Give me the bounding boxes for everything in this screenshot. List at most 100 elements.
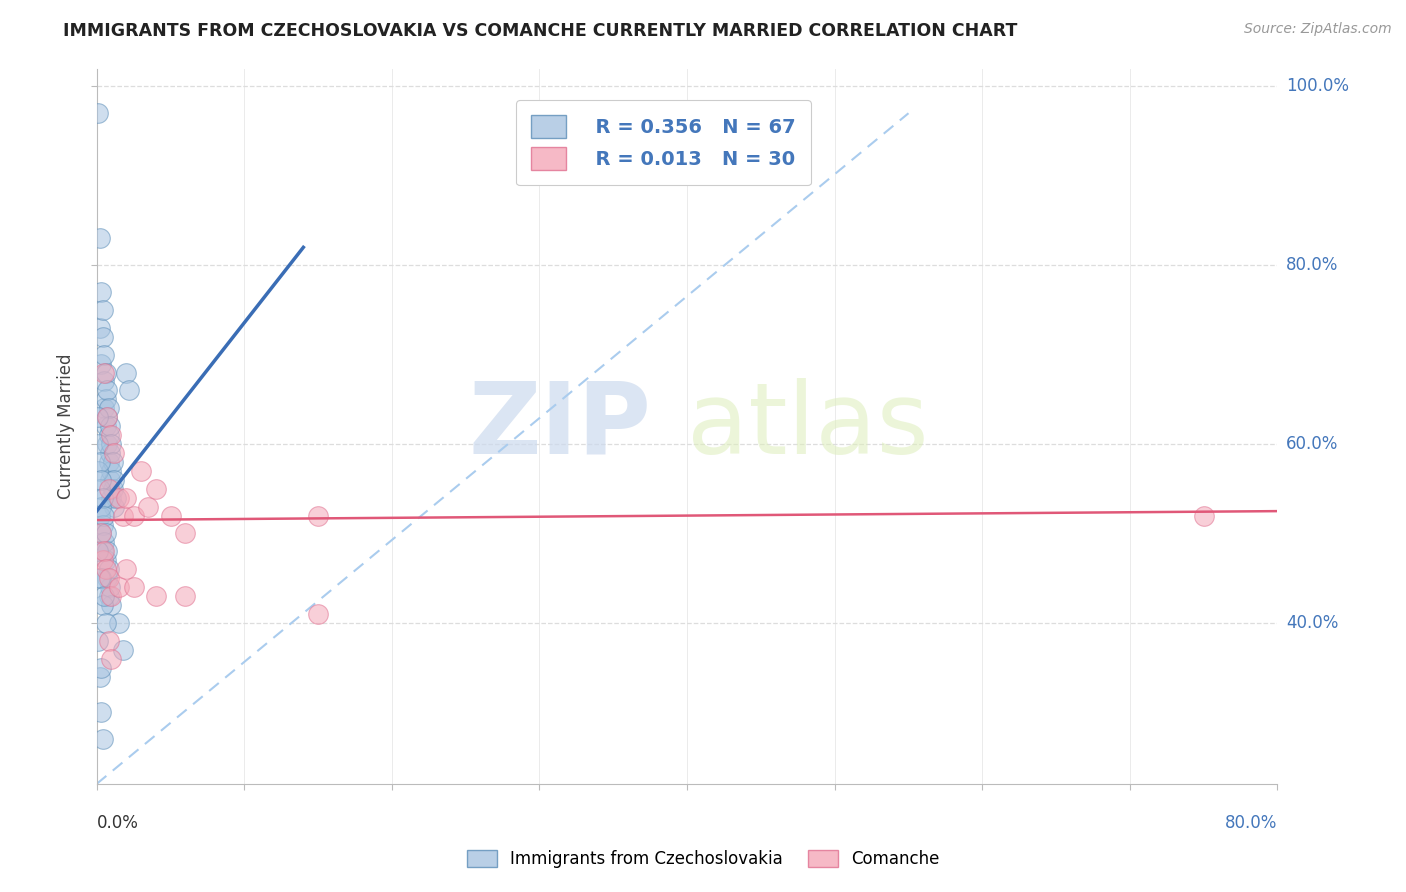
Immigrants from Czechoslovakia xyxy=(87,106,110,120)
Immigrants from Czechoslovakia xyxy=(90,526,112,541)
Immigrants from Czechoslovakia xyxy=(91,491,114,505)
Legend:   R = 0.356   N = 67,   R = 0.013   N = 30: R = 0.356 N = 67, R = 0.013 N = 30 xyxy=(516,100,811,186)
Immigrants from Czechoslovakia xyxy=(91,544,114,558)
Immigrants from Czechoslovakia xyxy=(98,473,121,487)
Comanche xyxy=(91,553,114,567)
Comanche xyxy=(307,508,329,523)
Comanche xyxy=(122,508,145,523)
Immigrants from Czechoslovakia xyxy=(94,526,117,541)
Comanche xyxy=(100,651,122,665)
Comanche xyxy=(97,482,120,496)
Comanche xyxy=(97,571,120,585)
Comanche xyxy=(100,428,122,442)
Immigrants from Czechoslovakia xyxy=(97,589,120,603)
Immigrants from Czechoslovakia xyxy=(93,535,115,549)
Comanche xyxy=(108,580,131,594)
Immigrants from Czechoslovakia xyxy=(94,366,117,380)
Comanche xyxy=(93,366,115,380)
Immigrants from Czechoslovakia xyxy=(89,231,111,245)
Comanche xyxy=(174,589,197,603)
Immigrants from Czechoslovakia xyxy=(100,491,122,505)
Immigrants from Czechoslovakia xyxy=(103,473,125,487)
Immigrants from Czechoslovakia xyxy=(89,482,111,496)
Immigrants from Czechoslovakia xyxy=(93,375,115,389)
Immigrants from Czechoslovakia xyxy=(97,428,120,442)
Immigrants from Czechoslovakia xyxy=(90,571,112,585)
Immigrants from Czechoslovakia xyxy=(91,330,114,344)
Text: 0.0%: 0.0% xyxy=(97,814,139,832)
Comanche xyxy=(112,508,135,523)
Immigrants from Czechoslovakia xyxy=(91,302,114,317)
Comanche xyxy=(122,580,145,594)
Immigrants from Czechoslovakia xyxy=(100,437,122,451)
Text: IMMIGRANTS FROM CZECHOSLOVAKIA VS COMANCHE CURRENTLY MARRIED CORRELATION CHART: IMMIGRANTS FROM CZECHOSLOVAKIA VS COMANC… xyxy=(63,22,1018,40)
Immigrants from Czechoslovakia xyxy=(96,571,118,585)
Immigrants from Czechoslovakia xyxy=(89,669,111,683)
Comanche xyxy=(108,491,131,505)
Comanche xyxy=(307,607,329,621)
Text: 80.0%: 80.0% xyxy=(1225,814,1278,832)
Immigrants from Czechoslovakia xyxy=(90,706,112,720)
Comanche xyxy=(159,508,181,523)
Comanche xyxy=(145,589,167,603)
Immigrants from Czechoslovakia xyxy=(103,500,125,514)
Immigrants from Czechoslovakia xyxy=(90,285,112,299)
Immigrants from Czechoslovakia xyxy=(87,410,110,425)
Comanche xyxy=(115,491,138,505)
Immigrants from Czechoslovakia xyxy=(91,598,114,612)
Comanche xyxy=(96,410,118,425)
Immigrants from Czechoslovakia xyxy=(94,392,117,407)
Immigrants from Czechoslovakia xyxy=(96,544,118,558)
Text: 80.0%: 80.0% xyxy=(1286,256,1339,274)
Y-axis label: Currently Married: Currently Married xyxy=(58,353,75,499)
Immigrants from Czechoslovakia xyxy=(89,571,111,585)
Immigrants from Czechoslovakia xyxy=(93,508,115,523)
Text: ZIP: ZIP xyxy=(468,377,651,475)
Comanche xyxy=(100,589,122,603)
Immigrants from Czechoslovakia xyxy=(90,357,112,371)
Comanche xyxy=(90,526,112,541)
Comanche xyxy=(93,544,115,558)
Comanche xyxy=(145,482,167,496)
Text: 100.0%: 100.0% xyxy=(1286,78,1348,95)
Comanche xyxy=(94,562,117,576)
Immigrants from Czechoslovakia xyxy=(94,553,117,567)
Comanche xyxy=(174,526,197,541)
Comanche xyxy=(138,500,160,514)
Immigrants from Czechoslovakia xyxy=(87,437,110,451)
Immigrants from Czechoslovakia xyxy=(89,321,111,335)
Comanche xyxy=(129,464,152,478)
Comanche xyxy=(103,446,125,460)
Immigrants from Czechoslovakia xyxy=(93,348,115,362)
Text: Source: ZipAtlas.com: Source: ZipAtlas.com xyxy=(1244,22,1392,37)
Immigrants from Czechoslovakia xyxy=(98,446,121,460)
Immigrants from Czechoslovakia xyxy=(112,642,135,657)
Immigrants from Czechoslovakia xyxy=(90,500,112,514)
Immigrants from Czechoslovakia xyxy=(91,732,114,747)
Immigrants from Czechoslovakia xyxy=(98,580,121,594)
Immigrants from Czechoslovakia xyxy=(89,455,111,469)
Immigrants from Czechoslovakia xyxy=(101,482,124,496)
Immigrants from Czechoslovakia xyxy=(104,491,127,505)
Immigrants from Czechoslovakia xyxy=(96,384,118,398)
Immigrants from Czechoslovakia xyxy=(108,615,131,630)
Comanche xyxy=(97,633,120,648)
Immigrants from Czechoslovakia xyxy=(100,464,122,478)
Comanche xyxy=(115,562,138,576)
Legend: Immigrants from Czechoslovakia, Comanche: Immigrants from Czechoslovakia, Comanche xyxy=(460,843,946,875)
Immigrants from Czechoslovakia xyxy=(97,455,120,469)
Immigrants from Czechoslovakia xyxy=(93,401,115,416)
Text: atlas: atlas xyxy=(688,377,929,475)
Immigrants from Czechoslovakia xyxy=(97,401,120,416)
Immigrants from Czechoslovakia xyxy=(87,464,110,478)
Immigrants from Czechoslovakia xyxy=(94,419,117,434)
Immigrants from Czechoslovakia xyxy=(100,598,122,612)
Immigrants from Czechoslovakia xyxy=(94,615,117,630)
Immigrants from Czechoslovakia xyxy=(101,455,124,469)
Immigrants from Czechoslovakia xyxy=(89,508,111,523)
Text: 40.0%: 40.0% xyxy=(1286,614,1339,632)
Immigrants from Czechoslovakia xyxy=(87,544,110,558)
Immigrants from Czechoslovakia xyxy=(93,589,115,603)
Immigrants from Czechoslovakia xyxy=(90,660,112,674)
Immigrants from Czechoslovakia xyxy=(118,384,141,398)
